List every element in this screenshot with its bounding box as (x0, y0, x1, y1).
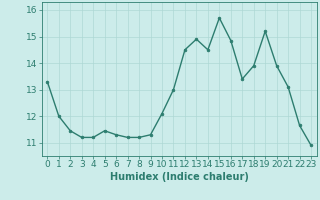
X-axis label: Humidex (Indice chaleur): Humidex (Indice chaleur) (110, 172, 249, 182)
